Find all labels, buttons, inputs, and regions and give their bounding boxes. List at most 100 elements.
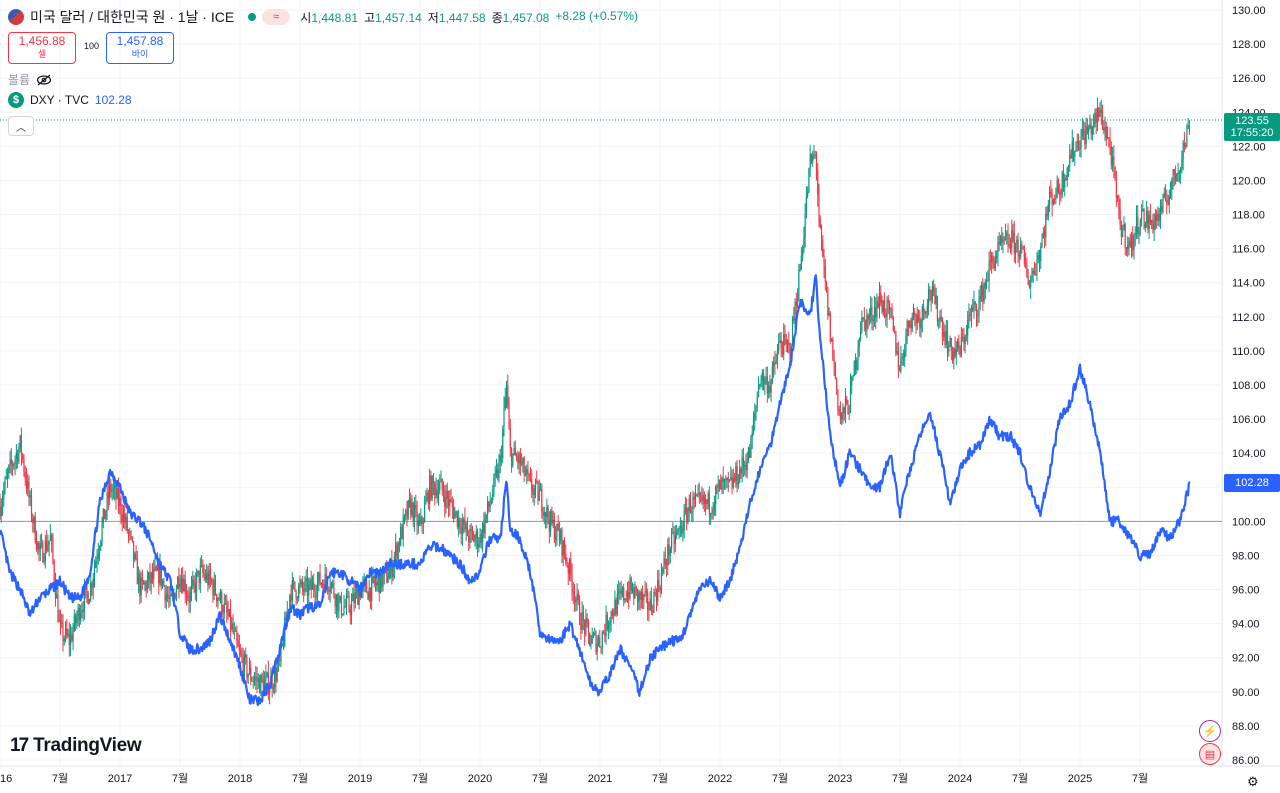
candle-body xyxy=(909,321,911,328)
compare-symbol[interactable]: DXY · TVC xyxy=(30,93,89,107)
candle-body xyxy=(274,668,276,688)
candle-body xyxy=(481,523,484,543)
candle-body xyxy=(1101,109,1104,128)
candle-body xyxy=(1105,126,1107,139)
candle-body xyxy=(778,342,780,351)
candle-body xyxy=(277,658,280,668)
candle-body xyxy=(566,562,568,566)
candle-body xyxy=(434,483,436,496)
candle-body xyxy=(1106,137,1109,139)
candle-body xyxy=(1115,180,1117,198)
candle-body xyxy=(984,281,986,288)
candle-body xyxy=(1072,141,1075,158)
candle-body xyxy=(561,529,563,556)
candle-body xyxy=(856,360,858,370)
candle-body xyxy=(732,477,734,488)
candle-body xyxy=(371,576,373,601)
open-value: 1,448.81 xyxy=(311,10,359,25)
candle-body xyxy=(1148,215,1150,230)
bolt-icon[interactable]: ≈ xyxy=(262,9,291,25)
candle-body xyxy=(809,153,811,169)
candle-body xyxy=(487,501,489,515)
candle-body xyxy=(432,476,435,484)
candle-body xyxy=(1127,245,1129,250)
candle-body xyxy=(989,260,991,262)
candle-body xyxy=(185,594,188,596)
candle-body xyxy=(560,529,562,541)
candle-body xyxy=(183,579,185,592)
candle-body xyxy=(1004,234,1007,241)
candle-body xyxy=(395,544,397,557)
candle-body xyxy=(802,249,804,256)
candle-body xyxy=(762,372,765,385)
candle-body xyxy=(755,405,757,414)
candle-body xyxy=(37,542,39,550)
candle-body xyxy=(517,457,519,464)
candle-body xyxy=(456,511,458,527)
candle-body xyxy=(744,465,746,467)
candle-body xyxy=(616,593,618,615)
lightning-icon[interactable]: ⚡ xyxy=(1199,720,1221,742)
candle-body xyxy=(455,511,457,513)
candle-body xyxy=(740,468,742,474)
candle-body xyxy=(401,526,403,539)
candle-body xyxy=(619,590,621,592)
us-flag-icon[interactable]: ▤ xyxy=(1199,743,1221,765)
candle-body xyxy=(861,317,863,332)
candle-body xyxy=(436,489,438,499)
buy-button[interactable]: 1,457.88 바이 xyxy=(106,32,174,64)
tradingview-logo[interactable]: 17 TradingView xyxy=(10,735,142,757)
candle-body xyxy=(916,314,918,324)
candle-body xyxy=(403,515,406,518)
eye-off-icon[interactable] xyxy=(36,74,52,86)
compare-legend[interactable]: $ DXY · TVC 102.28 xyxy=(8,92,132,108)
candle-body xyxy=(27,481,29,489)
candle-body xyxy=(996,256,998,259)
candle-body xyxy=(553,519,555,541)
candle-body xyxy=(919,316,921,329)
candle-body xyxy=(1089,124,1091,128)
candle-body xyxy=(236,631,238,642)
candle-body xyxy=(750,437,752,459)
candle-body xyxy=(993,261,995,269)
candle-body xyxy=(334,595,336,607)
candle-body xyxy=(135,553,137,559)
candle-body xyxy=(91,583,93,588)
gear-icon[interactable]: ⚙ xyxy=(1247,774,1259,789)
collapse-legend-button[interactable]: ︿ xyxy=(8,116,34,136)
candle-body xyxy=(519,453,521,465)
candle-body xyxy=(349,609,351,615)
candle-body xyxy=(602,632,605,634)
candle-body xyxy=(10,458,12,465)
candle-body xyxy=(127,531,130,533)
candle-body xyxy=(718,479,721,485)
candle-body xyxy=(174,593,176,599)
x-tick-label: 2023 xyxy=(828,773,852,785)
sell-button[interactable]: 1,456.88 셀 xyxy=(8,32,76,64)
x-tick-label: 2016 xyxy=(0,773,12,785)
candle-body xyxy=(323,584,325,593)
candle-body xyxy=(585,618,587,635)
y-tick-label: 108.00 xyxy=(1232,380,1266,392)
symbol-title[interactable]: 미국 달러 / 대한민국 원 · 1날 · ICE xyxy=(30,9,235,25)
candle-body xyxy=(1114,166,1116,181)
candle-body xyxy=(694,495,697,500)
candle-body xyxy=(655,593,658,602)
candle-body xyxy=(686,508,688,523)
candle-body xyxy=(636,588,639,602)
candle-body xyxy=(754,413,756,420)
candle-body xyxy=(95,561,97,568)
candle-body xyxy=(67,633,69,636)
candle-body xyxy=(669,548,671,556)
volume-legend[interactable]: 볼륨 xyxy=(8,71,52,88)
candle-body xyxy=(892,318,894,331)
candle-body xyxy=(493,475,495,494)
candle-body xyxy=(820,227,823,241)
low-label: 저 xyxy=(427,10,439,25)
candle-body xyxy=(480,533,482,543)
candle-body xyxy=(344,606,346,608)
candle-body xyxy=(1045,213,1047,238)
symbol-legend[interactable]: 미국 달러 / 대한민국 원 · 1날 · ICE ≈ 시1,448.81 고1… xyxy=(8,6,638,28)
candle-body xyxy=(938,320,940,322)
